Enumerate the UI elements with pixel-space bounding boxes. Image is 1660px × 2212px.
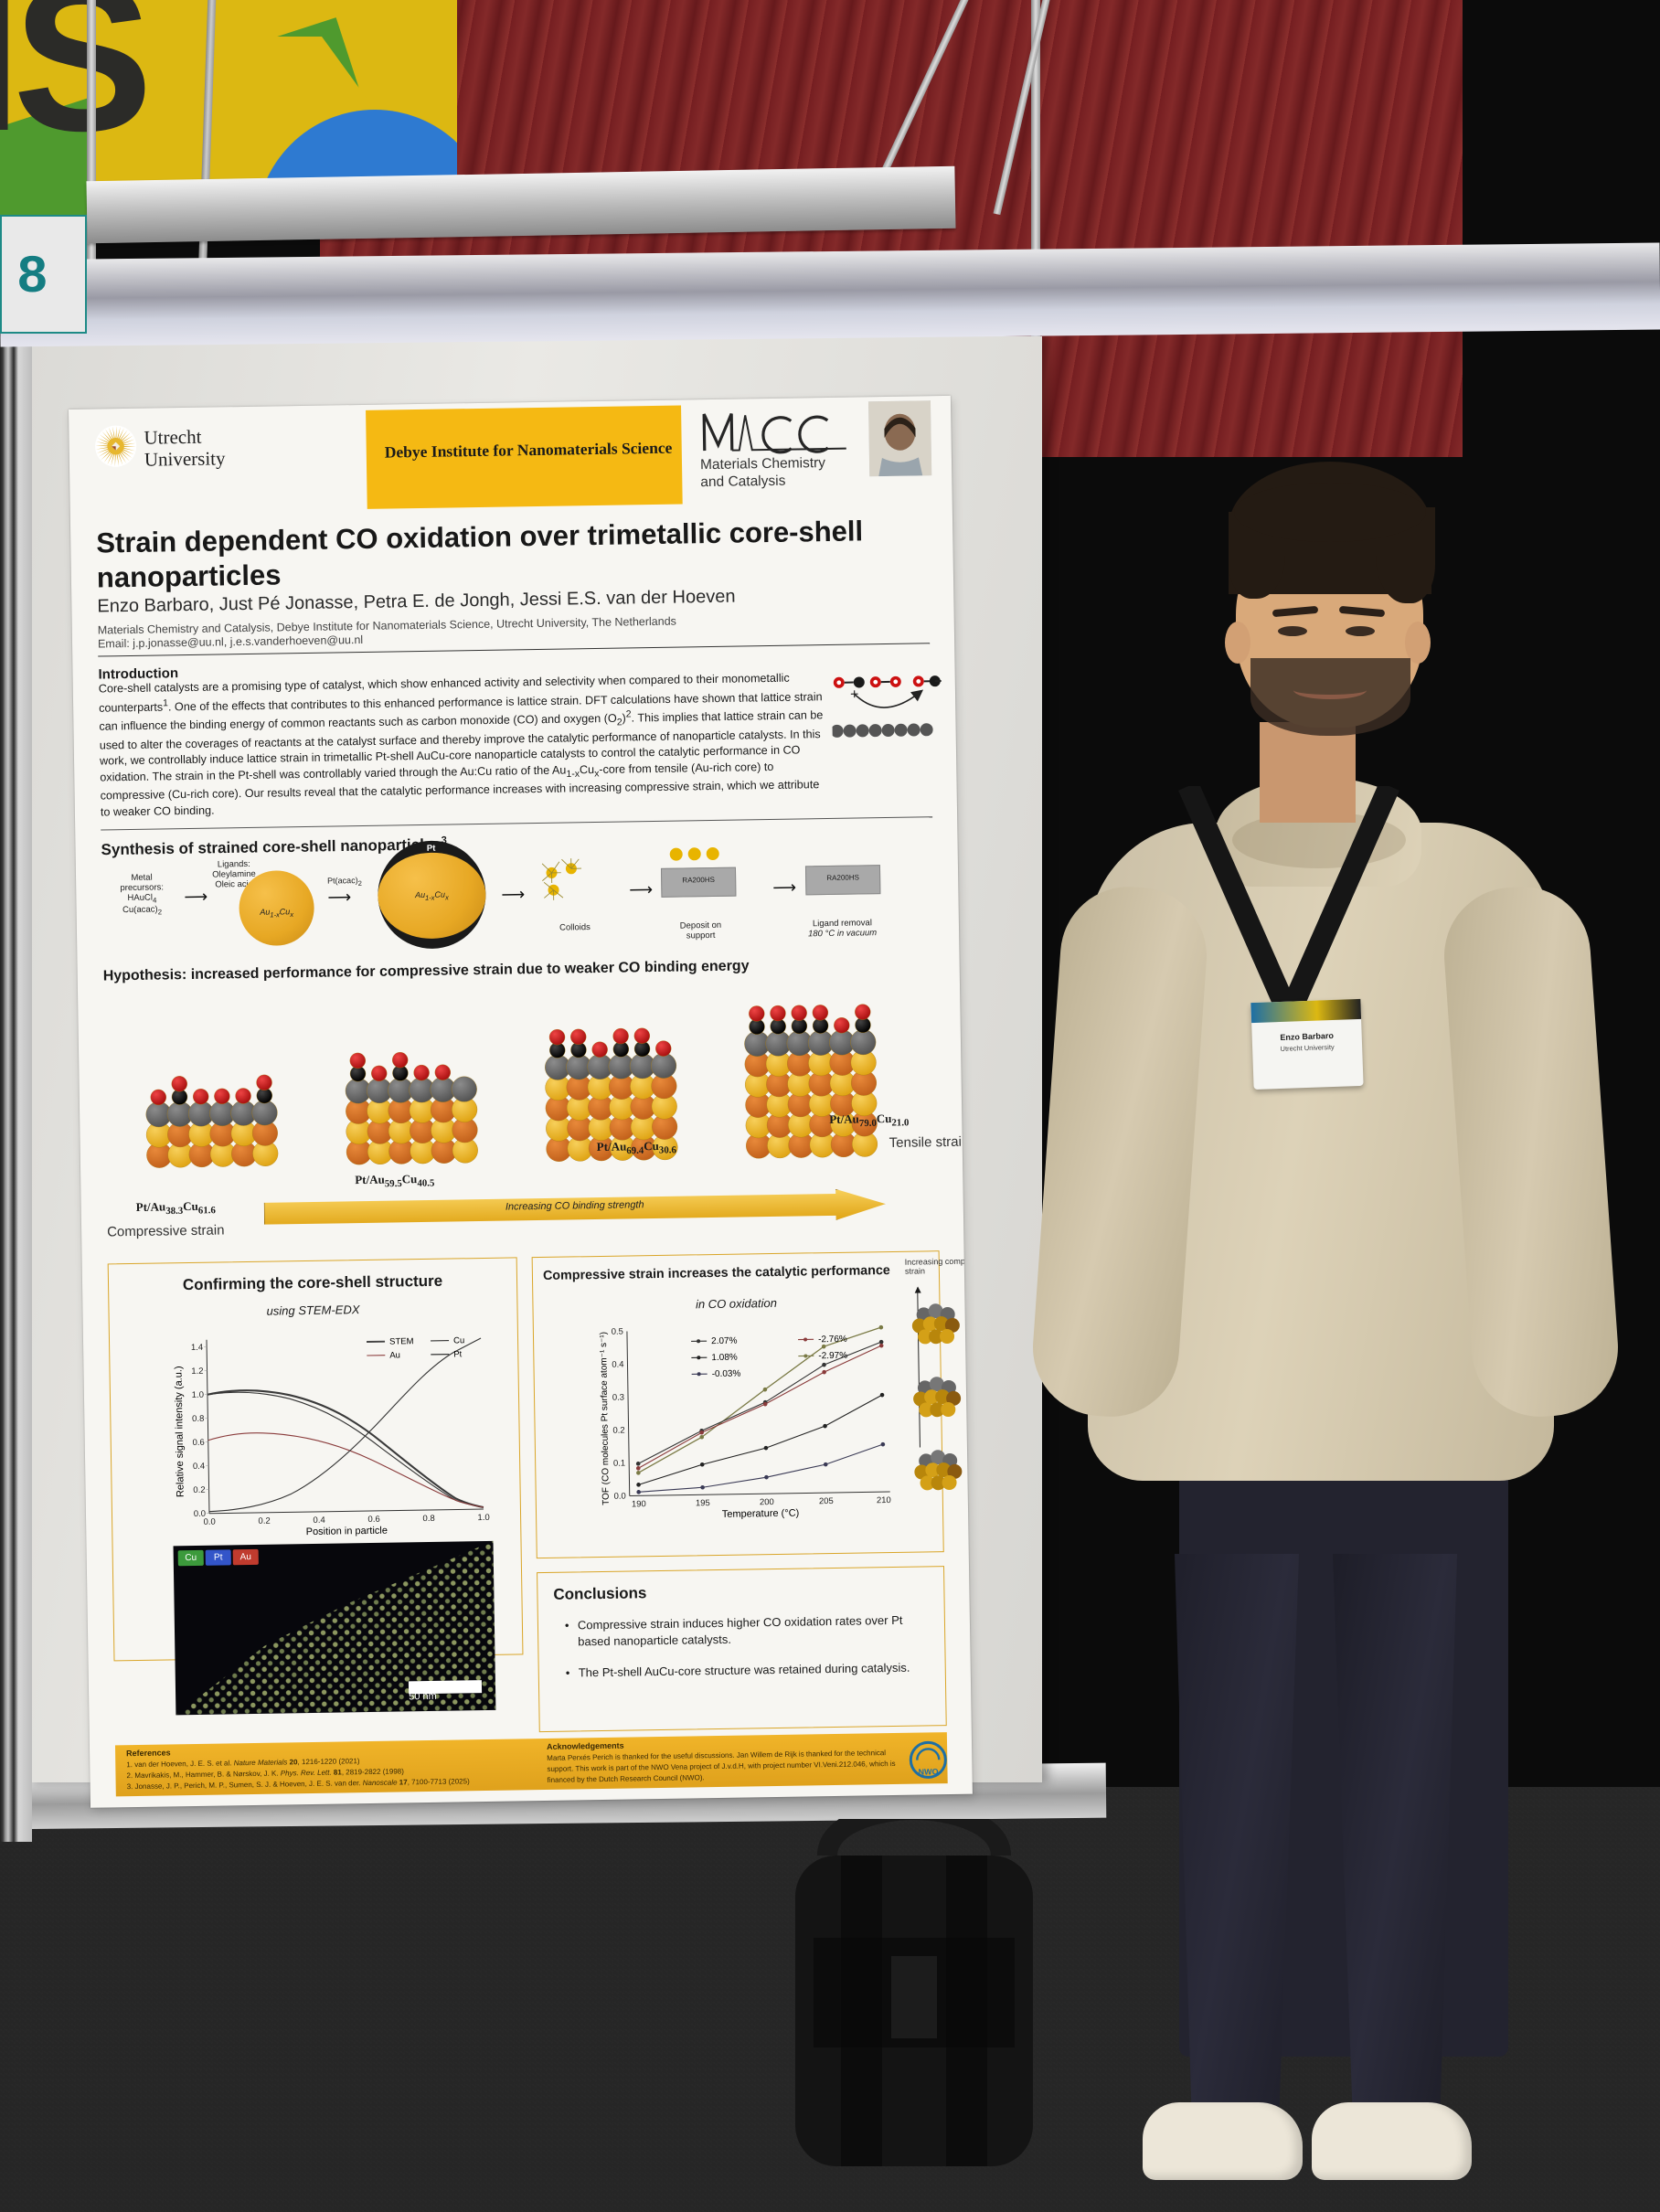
svg-text:0.0: 0.0: [613, 1492, 625, 1502]
svg-text:0.6: 0.6: [367, 1515, 379, 1525]
svg-text:Relative signal intensity (a.u: Relative signal intensity (a.u.): [173, 1366, 186, 1497]
svg-text:0.3: 0.3: [612, 1393, 624, 1403]
svg-text:-2.76%: -2.76%: [818, 1335, 847, 1345]
svg-text:0.8: 0.8: [192, 1414, 204, 1424]
svg-text:Cu: Cu: [453, 1335, 464, 1345]
svg-text:STEM: STEM: [389, 1336, 414, 1346]
svg-text:0.2: 0.2: [193, 1485, 205, 1495]
svg-text:NWO: NWO: [918, 1767, 938, 1776]
svg-text:2.07%: 2.07%: [711, 1336, 738, 1346]
svg-text:Au: Au: [389, 1350, 400, 1360]
svg-text:0.0: 0.0: [203, 1517, 215, 1527]
svg-text:0.4: 0.4: [313, 1515, 325, 1526]
svg-text:1.08%: 1.08%: [711, 1353, 738, 1363]
svg-text:0.1: 0.1: [613, 1459, 625, 1469]
svg-text:0.5: 0.5: [612, 1327, 623, 1337]
svg-text:1.2: 1.2: [191, 1367, 203, 1377]
svg-text:1.0: 1.0: [192, 1390, 204, 1400]
svg-text:Position in particle: Position in particle: [306, 1526, 388, 1537]
svg-text:0.4: 0.4: [612, 1360, 623, 1370]
svg-text:TOF (CO molecules Pt surface a: TOF (CO molecules Pt surface atom⁻¹ s⁻¹): [599, 1332, 612, 1505]
svg-text:0.8: 0.8: [422, 1514, 434, 1524]
svg-text:190: 190: [632, 1499, 646, 1509]
svg-text:-2.97%: -2.97%: [818, 1351, 847, 1361]
svg-text:0.4: 0.4: [193, 1462, 205, 1472]
svg-text:-0.03%: -0.03%: [712, 1369, 741, 1379]
svg-text:0.2: 0.2: [612, 1426, 624, 1436]
svg-text:Pt: Pt: [453, 1349, 463, 1359]
svg-text:205: 205: [819, 1496, 834, 1506]
svg-text:1.0: 1.0: [477, 1513, 489, 1523]
svg-text:195: 195: [696, 1498, 710, 1508]
svg-text:1.4: 1.4: [191, 1343, 203, 1353]
svg-text:Temperature (°C): Temperature (°C): [722, 1508, 800, 1520]
svg-text:200: 200: [760, 1497, 774, 1507]
svg-text:0.2: 0.2: [258, 1516, 270, 1526]
svg-text:0.6: 0.6: [192, 1438, 204, 1448]
svg-text:210: 210: [877, 1495, 891, 1505]
